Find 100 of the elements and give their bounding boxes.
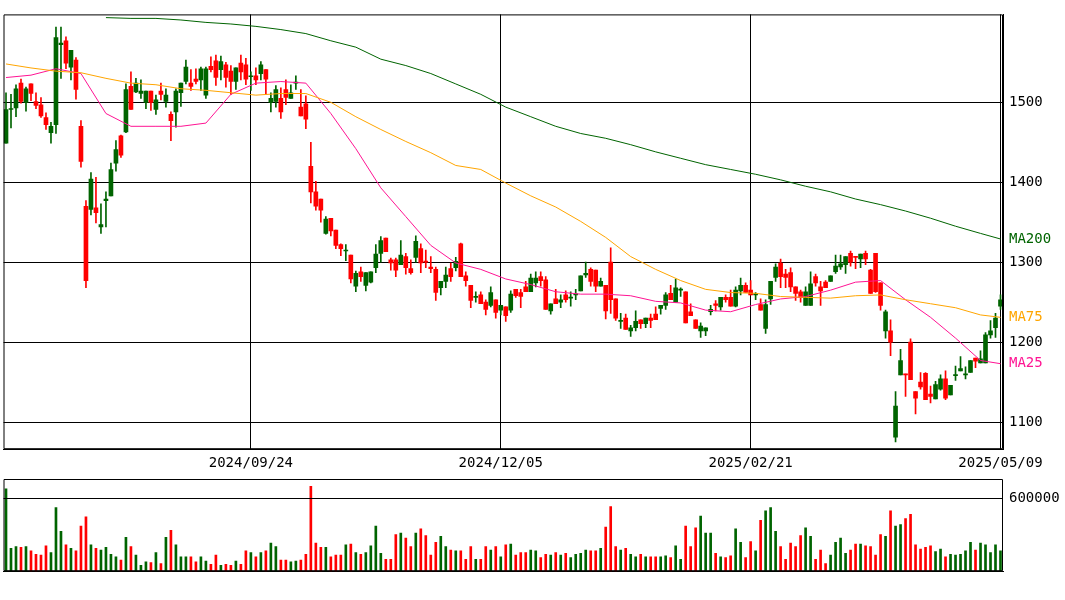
bar xyxy=(569,557,573,572)
bar xyxy=(754,550,757,572)
bar xyxy=(679,558,682,572)
bar xyxy=(549,554,553,572)
bar xyxy=(599,547,603,572)
bar xyxy=(739,541,742,572)
bar xyxy=(849,549,852,572)
bar xyxy=(974,549,977,572)
bar xyxy=(564,553,568,572)
bar xyxy=(554,552,558,572)
bar xyxy=(704,532,707,572)
bar xyxy=(789,542,792,572)
x-tick-label: 2024/12/05 xyxy=(458,454,543,471)
bar xyxy=(409,546,413,572)
y-tick-label: 1400 xyxy=(1009,172,1043,189)
bar xyxy=(799,535,802,572)
candlestick xyxy=(648,313,654,329)
series-label: MA75 xyxy=(1009,307,1043,324)
bar xyxy=(574,553,578,572)
bar xyxy=(834,541,837,572)
bar xyxy=(734,528,737,572)
bar xyxy=(614,546,618,572)
bar xyxy=(634,556,638,572)
bar xyxy=(589,550,593,572)
bar xyxy=(639,553,643,572)
bar xyxy=(424,535,428,572)
bar xyxy=(494,546,498,572)
bar xyxy=(669,557,672,572)
bar xyxy=(609,506,613,572)
bar xyxy=(389,558,393,572)
y-tick-label: 1500 xyxy=(1009,92,1043,109)
text: 600000 xyxy=(1009,488,1060,505)
bar xyxy=(884,536,887,572)
bar xyxy=(824,563,827,572)
bar xyxy=(384,558,388,572)
bar xyxy=(484,546,488,572)
bar xyxy=(364,552,368,572)
bar xyxy=(349,543,353,572)
bar xyxy=(979,542,982,572)
bar xyxy=(664,555,667,572)
bar xyxy=(559,554,563,572)
bar xyxy=(619,549,623,572)
bar xyxy=(514,554,518,572)
bar xyxy=(999,550,1002,572)
bar xyxy=(674,545,677,572)
bar xyxy=(759,519,762,572)
bar xyxy=(544,553,548,572)
bar xyxy=(584,549,588,572)
bar xyxy=(399,532,403,572)
bar xyxy=(369,545,373,572)
bar xyxy=(959,553,962,572)
bar xyxy=(964,550,967,572)
bar xyxy=(864,545,867,572)
bar xyxy=(904,518,907,572)
bar xyxy=(479,558,483,572)
bar xyxy=(984,544,987,572)
bar xyxy=(814,558,817,572)
bar xyxy=(489,549,493,572)
bar xyxy=(684,525,687,572)
bar xyxy=(724,557,727,572)
bar xyxy=(594,550,598,572)
bar xyxy=(714,553,717,572)
y-tick-label: 1200 xyxy=(1009,332,1043,349)
bar xyxy=(794,546,797,572)
bar xyxy=(894,525,897,572)
candlestick xyxy=(93,177,99,224)
bar xyxy=(379,553,383,572)
bar xyxy=(839,537,842,572)
bar xyxy=(539,557,543,572)
series-label: MA25 xyxy=(1009,354,1043,371)
bar xyxy=(829,554,832,572)
bar xyxy=(869,546,872,572)
bar xyxy=(469,546,473,572)
bar xyxy=(624,547,628,572)
bar xyxy=(924,547,927,572)
bar xyxy=(694,527,697,572)
bar xyxy=(729,555,732,572)
bar xyxy=(744,557,747,572)
bar xyxy=(519,552,523,572)
bar xyxy=(429,554,433,572)
bar xyxy=(769,507,772,572)
bar xyxy=(909,513,912,572)
bar xyxy=(929,545,932,572)
bar xyxy=(944,556,947,572)
bar xyxy=(654,556,657,572)
bar xyxy=(899,524,902,572)
candlestick xyxy=(558,294,564,309)
bar xyxy=(529,549,533,572)
bar xyxy=(434,541,438,572)
bar xyxy=(989,552,992,572)
bar xyxy=(954,554,957,572)
bar xyxy=(414,532,418,572)
bar xyxy=(649,556,653,572)
bar xyxy=(509,543,513,572)
bar xyxy=(604,526,608,572)
bar xyxy=(444,546,448,572)
x-tick-label: 2024/09/24 xyxy=(208,454,294,471)
bar xyxy=(919,548,922,572)
bar xyxy=(644,556,648,572)
bar xyxy=(854,543,857,572)
